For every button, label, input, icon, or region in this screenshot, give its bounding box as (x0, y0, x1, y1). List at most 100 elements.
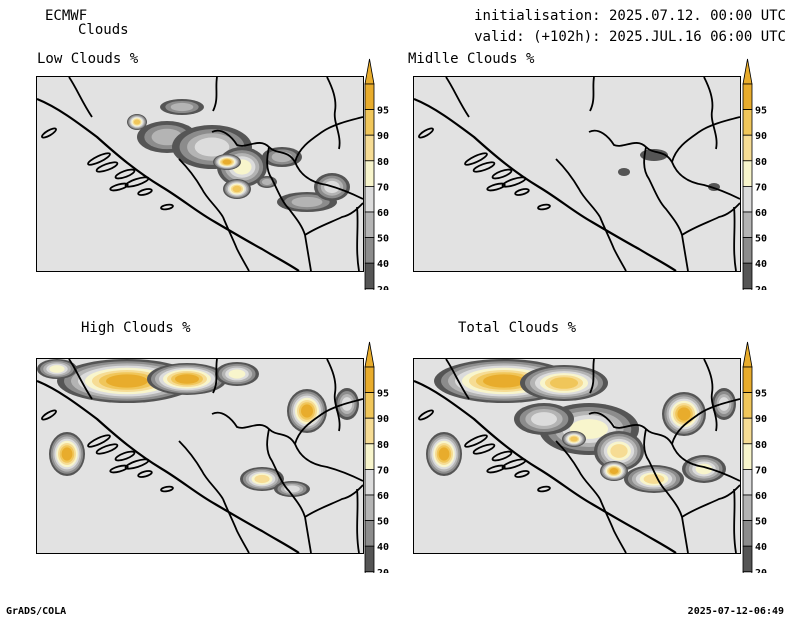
colorbar-label-95: 95 (755, 389, 767, 400)
island (514, 470, 530, 478)
colorbar-label-60: 60 (377, 208, 389, 219)
colorbar-band-80 (364, 134, 375, 162)
cloud-contour (49, 365, 65, 373)
colorbar-label-70: 70 (755, 465, 767, 476)
colorbar-label-90: 90 (755, 414, 767, 425)
island (137, 188, 153, 196)
island (491, 450, 513, 462)
colorbar-band-60 (742, 468, 753, 496)
cloud-contour (106, 374, 148, 388)
island (501, 176, 527, 188)
island (464, 434, 488, 448)
colorbar-label-70: 70 (755, 182, 767, 193)
colorbar-band-95 (364, 83, 375, 111)
island (514, 188, 530, 196)
colorbar-bottom-arrow (742, 288, 753, 290)
country-border (212, 77, 218, 112)
cloud-contour (643, 474, 665, 484)
island (472, 161, 496, 173)
colorbar-label-20: 20 (755, 568, 767, 573)
colorbar-middle: 95 90 80 70 60 50 40 20 (741, 58, 781, 290)
island (137, 470, 153, 478)
cloud-contour (301, 404, 313, 418)
island (537, 485, 551, 493)
map-graphic (414, 77, 740, 271)
colorbar-band-80 (742, 417, 753, 445)
cloud-contour (175, 374, 199, 384)
colorbar-band-60 (364, 185, 375, 213)
country-border (68, 359, 93, 400)
country-border (733, 488, 737, 553)
colorbar-label-80: 80 (377, 440, 389, 451)
country-border (222, 498, 250, 553)
map-middle-clouds (413, 76, 741, 272)
island (418, 127, 434, 139)
colorbar-band-95 (742, 366, 753, 394)
colorbar-label-20: 20 (377, 568, 389, 573)
colorbar-top-arrow (742, 341, 753, 368)
cloud-contour (531, 412, 557, 426)
map-total-clouds (413, 358, 741, 554)
colorbar-high: 95 90 80 70 60 50 40 20 (363, 341, 403, 573)
country-border (304, 484, 363, 518)
island (114, 168, 136, 180)
cloud-contour (232, 185, 242, 193)
country-border (643, 428, 683, 518)
colorbar-top-arrow (364, 341, 375, 368)
colorbar-label-90: 90 (377, 414, 389, 425)
country-border (555, 440, 601, 500)
country-border (211, 129, 363, 200)
panel-title-low-clouds: Low Clouds % (37, 51, 139, 67)
island (501, 458, 527, 470)
island (418, 409, 434, 421)
country-border (681, 516, 689, 553)
colorbar-label-40: 40 (755, 259, 767, 270)
cloud-contour (610, 444, 628, 458)
valid-time: valid: (+102h): 2025.JUL.16 06:00 UTC (474, 29, 786, 45)
island (109, 182, 129, 192)
colorbar-band-90 (364, 109, 375, 136)
initialisation-time: initialisation: 2025.07.12. 00:00 UTC (474, 8, 786, 24)
colorbar-label-95: 95 (377, 389, 389, 400)
colorbar-label-20: 20 (377, 285, 389, 290)
country-border (304, 202, 363, 236)
colorbar-band-70 (742, 160, 753, 187)
colorbar-graphic: 95 90 80 70 60 50 40 20 (742, 341, 767, 573)
coastline (414, 97, 677, 271)
country-border (266, 146, 306, 236)
footer-timestamp: 2025-07-12-06:49 (687, 606, 784, 617)
island (486, 182, 506, 192)
colorbar-band-40 (742, 237, 753, 264)
cloud-contour (194, 137, 230, 157)
colorbar-label-60: 60 (755, 491, 767, 502)
colorbar-band-60 (742, 185, 753, 213)
island (41, 127, 57, 139)
cloud-contour (609, 468, 619, 474)
island (87, 152, 111, 166)
island (95, 443, 119, 455)
colorbar-bottom-arrow (364, 288, 375, 290)
colorbar-label-50: 50 (377, 234, 389, 245)
island (114, 450, 136, 462)
country-border (445, 77, 470, 118)
country-border (212, 359, 218, 394)
colorbar-band-20 (742, 262, 753, 290)
cloud-contour (228, 369, 246, 379)
colorbar-total: 95 90 80 70 60 50 40 20 (741, 341, 781, 573)
map-graphic (37, 359, 363, 553)
coastline (414, 379, 677, 553)
coastline (37, 379, 300, 553)
island (124, 176, 150, 188)
cloud-contour (133, 119, 141, 125)
country-border (589, 359, 595, 394)
colorbar-band-70 (742, 443, 753, 470)
colorbar-bottom-arrow (742, 571, 753, 573)
colorbar-band-50 (364, 494, 375, 522)
country-border (178, 158, 224, 218)
country-border (304, 234, 312, 271)
colorbar-band-95 (364, 366, 375, 394)
colorbar-band-70 (364, 443, 375, 470)
colorbar-label-90: 90 (377, 131, 389, 142)
island (124, 458, 150, 470)
country-border (681, 202, 740, 236)
